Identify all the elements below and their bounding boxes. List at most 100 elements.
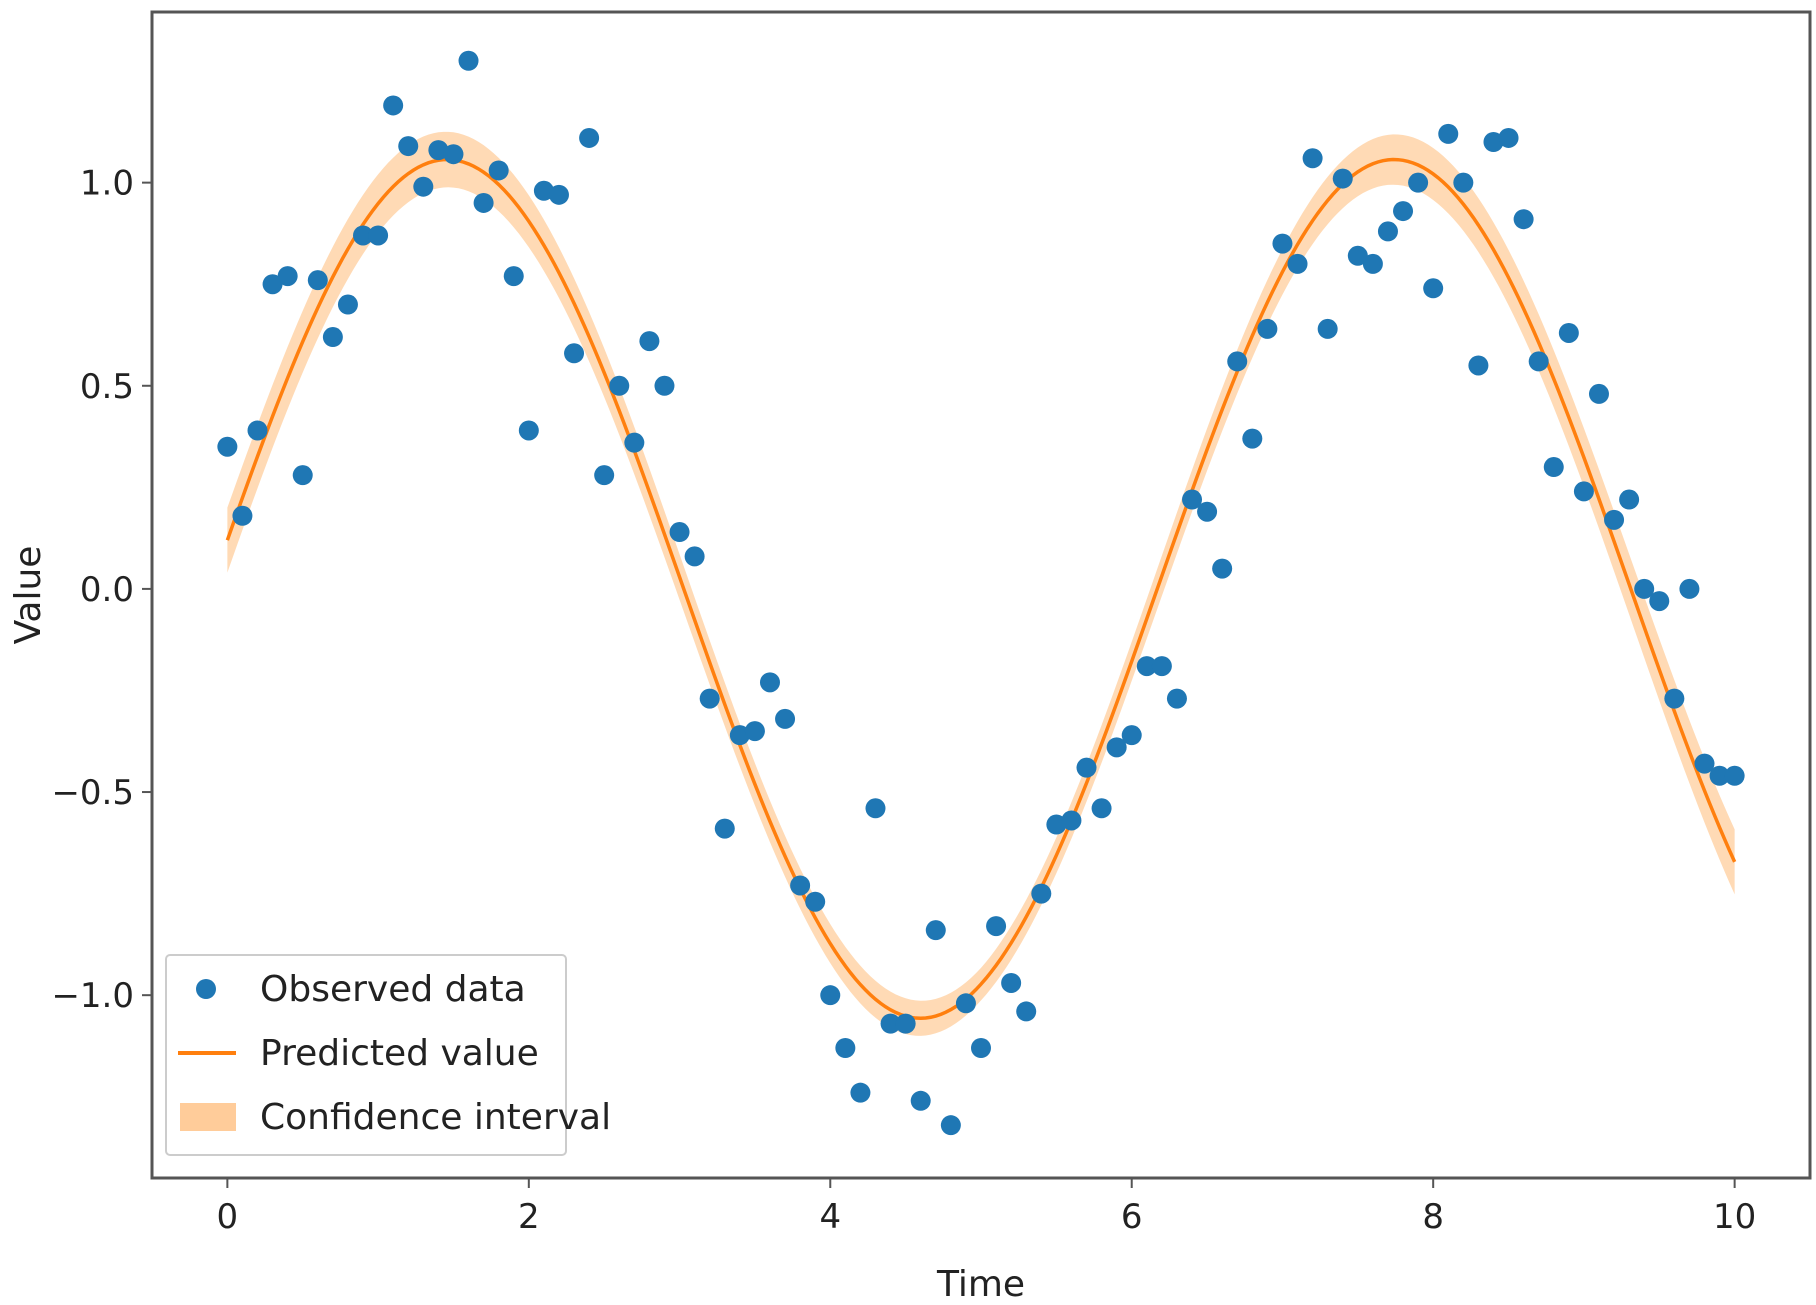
observed-data-point [398,136,419,157]
observed-data-point [790,875,811,896]
observed-data-point [805,891,826,912]
observed-data-point [820,985,841,1006]
observed-data-point [1377,221,1398,242]
observed-data-point [488,160,509,181]
observed-data-point [1257,318,1278,339]
y-tick-label: 0.0 [80,570,134,610]
observed-data-point [1558,322,1579,343]
observed-data-point [1166,688,1187,709]
observed-data-point [217,436,238,457]
observed-data-point [292,465,313,486]
y-tick-label: 0.5 [80,367,134,407]
observed-data-point [684,546,705,567]
observed-data-point [232,505,253,526]
observed-data-point [1634,578,1655,599]
plot-frame [150,10,1812,1180]
observed-data-point [353,225,374,246]
observed-data-point [1121,725,1142,746]
observed-data-point [744,721,765,742]
y-axis-label: Value [8,546,49,645]
observed-data-point [639,331,660,352]
observed-data-point [1408,172,1429,193]
observed-data-point [1151,656,1172,677]
observed-data-point [775,708,796,729]
observed-data-point [1573,481,1594,502]
prediction-line-layer [225,157,1737,1021]
x-tick-label: 2 [518,1197,540,1237]
observed-data-point [1709,765,1730,786]
observed-data-point [458,50,479,71]
observed-data-point [669,522,690,543]
observed-data-point [262,274,283,295]
observed-data-point [986,916,1007,937]
observed-data-point [1136,656,1157,677]
observed-data-point [1091,798,1112,819]
observed-data-point [1619,489,1640,510]
x-tick-label: 10 [1713,1197,1756,1237]
observed-data-point [865,798,886,819]
observed-data-point [1679,578,1700,599]
observed-data-point [1031,883,1052,904]
observed-data-point [1106,737,1127,758]
legend-label-observed-data: Observed data [260,969,526,1010]
observed-data-point [1483,132,1504,153]
observed-data-point [895,1013,916,1034]
legend-box [165,954,567,1156]
observed-data-point [1061,810,1082,831]
observed-data-point [1649,591,1670,612]
observed-data-point [1287,253,1308,274]
observed-data-point [533,180,554,201]
observed-data-point [1423,278,1444,299]
observed-data-point [337,294,358,315]
observed-data-point [1588,383,1609,404]
observed-data-point [428,140,449,161]
observed-data-point [1302,148,1323,169]
observed-data-point [654,375,675,396]
confidence-interval-band [227,131,1735,1036]
observed-data-point [307,270,328,291]
observed-data-point [1076,757,1097,778]
observed-data-point [1242,428,1263,449]
observed-data-point [1694,753,1715,774]
x-tick-label: 6 [1121,1197,1143,1237]
observed-data-point [850,1082,871,1103]
observed-data-point [1513,209,1534,230]
legend-label-confidence-interval: Confidence interval [260,1097,611,1138]
observed-data-point [624,432,645,453]
observed-data-point [518,420,539,441]
legend-marker-confidence-interval [180,1103,236,1131]
observed-data-point [729,725,750,746]
observed-data-point [1604,509,1625,530]
observed-data-point [759,672,780,693]
legend-label-predicted-value: Predicted value [260,1033,539,1074]
observed-data-point [1001,972,1022,993]
observed-data-point [368,225,389,246]
y-tick-label: −1.0 [51,976,134,1016]
observed-data-point [1212,558,1233,579]
x-tick-label: 8 [1422,1197,1444,1237]
observed-data-point [609,375,630,396]
observed-data-point [548,184,569,205]
x-tick-label: 0 [217,1197,239,1237]
predicted-value-line [225,157,1737,1021]
observed-data-point [1347,245,1368,266]
observed-data-point [503,266,524,287]
observed-data-point [1332,168,1353,189]
observed-data-point [1317,318,1338,339]
observed-points-layer [217,50,1745,1136]
tick-layer: 0 2 4 6 8 10 −1.0 −0.5 0.0 0.5 1.0 [51,164,1756,1237]
observed-data-point [564,343,585,364]
observed-data-point [1498,127,1519,148]
observed-data-point [1543,457,1564,478]
observed-data-point [1393,201,1414,222]
confidence-band-layer [227,131,1735,1036]
observed-data-point [1227,351,1248,372]
observed-data-point [1438,123,1459,144]
observed-data-point [971,1037,991,1058]
observed-data-point [1724,765,1745,786]
observed-data-point [1046,814,1067,835]
observed-data-point [910,1090,931,1111]
y-tick-label: −0.5 [51,773,134,813]
observed-data-point [1197,501,1218,522]
